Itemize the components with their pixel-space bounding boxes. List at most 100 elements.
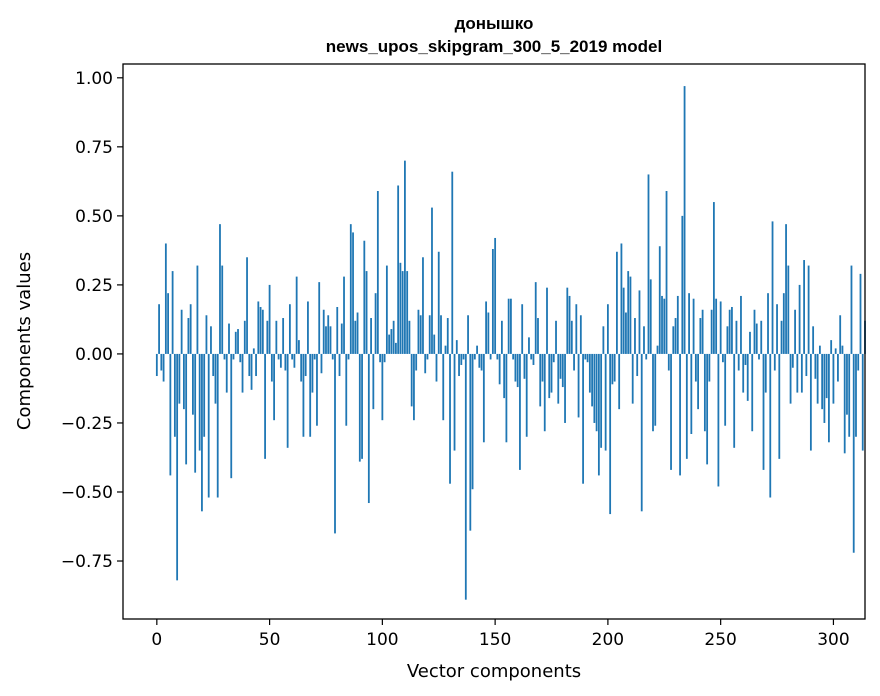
bar (277, 353, 280, 360)
bar (703, 353, 706, 432)
bar (564, 353, 566, 423)
bar (440, 315, 442, 354)
bar (821, 353, 824, 410)
bar (318, 282, 321, 354)
bar (241, 353, 244, 393)
bar (776, 304, 778, 354)
bar (744, 353, 747, 365)
bar (392, 320, 395, 354)
bar (710, 309, 713, 354)
bar (830, 340, 833, 354)
bar (561, 353, 564, 388)
bar (358, 353, 361, 462)
bar (510, 298, 512, 354)
bar (180, 309, 183, 354)
chart-title: донышко (455, 14, 534, 33)
bar (325, 326, 327, 354)
bar (746, 353, 749, 401)
bar (239, 353, 242, 363)
bar (408, 320, 411, 354)
bar (690, 353, 693, 434)
bar (176, 353, 179, 581)
bar (582, 353, 584, 484)
bar (751, 353, 754, 432)
bar (284, 353, 287, 371)
bar (735, 320, 738, 354)
bar (656, 345, 659, 354)
bar (530, 353, 533, 360)
bar (663, 298, 666, 354)
bar (812, 326, 815, 354)
bar (316, 353, 318, 426)
bar (740, 295, 742, 354)
bar (379, 353, 381, 363)
bar (167, 293, 169, 354)
bar (340, 323, 343, 354)
bar (219, 224, 221, 354)
bar (449, 353, 451, 484)
bar (785, 224, 787, 354)
bar (794, 309, 796, 354)
chart-subtitle: news_upos_skipgram_300_5_2019 model (326, 37, 662, 56)
bar (534, 282, 537, 354)
bar (674, 318, 677, 354)
bar (203, 353, 206, 437)
bar (514, 353, 517, 382)
bar (778, 353, 781, 459)
bar (453, 353, 456, 451)
bar (455, 340, 458, 354)
bar (367, 353, 370, 504)
bar (343, 276, 345, 354)
bar (482, 353, 485, 443)
bar (372, 353, 375, 410)
bar (320, 353, 323, 374)
bar (575, 304, 578, 354)
bar (712, 202, 715, 354)
bar (189, 304, 192, 354)
bar (559, 353, 562, 379)
bar (413, 353, 415, 421)
bar (618, 353, 621, 410)
bar (679, 353, 681, 476)
bar (304, 353, 307, 377)
bar (609, 353, 612, 515)
bar (302, 353, 305, 437)
bar (728, 309, 731, 354)
bar (309, 353, 312, 437)
bar (381, 353, 384, 421)
bar (442, 353, 445, 421)
bar (647, 174, 650, 354)
bar (665, 191, 668, 354)
bar (602, 326, 605, 354)
bar (376, 191, 379, 354)
bar (828, 353, 830, 443)
bar (834, 348, 837, 354)
bar (755, 323, 758, 354)
bar (782, 293, 785, 354)
bar (471, 353, 474, 490)
bar (182, 353, 185, 410)
bar (286, 353, 289, 448)
bar (649, 279, 652, 354)
bar (769, 353, 772, 498)
bar (627, 271, 630, 354)
bar (171, 271, 174, 354)
bar (857, 353, 860, 371)
bar (516, 353, 519, 388)
bar (636, 353, 639, 377)
bar (313, 353, 316, 360)
bar (433, 334, 436, 354)
x-tick-label: 50 (259, 630, 281, 650)
bar (814, 353, 817, 379)
bar (573, 353, 575, 371)
bar (419, 315, 422, 354)
bar (221, 265, 224, 354)
bar (214, 353, 217, 404)
bar (550, 353, 553, 393)
bar (428, 315, 431, 354)
bar (237, 329, 239, 354)
bar (248, 353, 251, 377)
bar (194, 353, 197, 473)
bar (338, 353, 341, 377)
bar (363, 240, 366, 354)
